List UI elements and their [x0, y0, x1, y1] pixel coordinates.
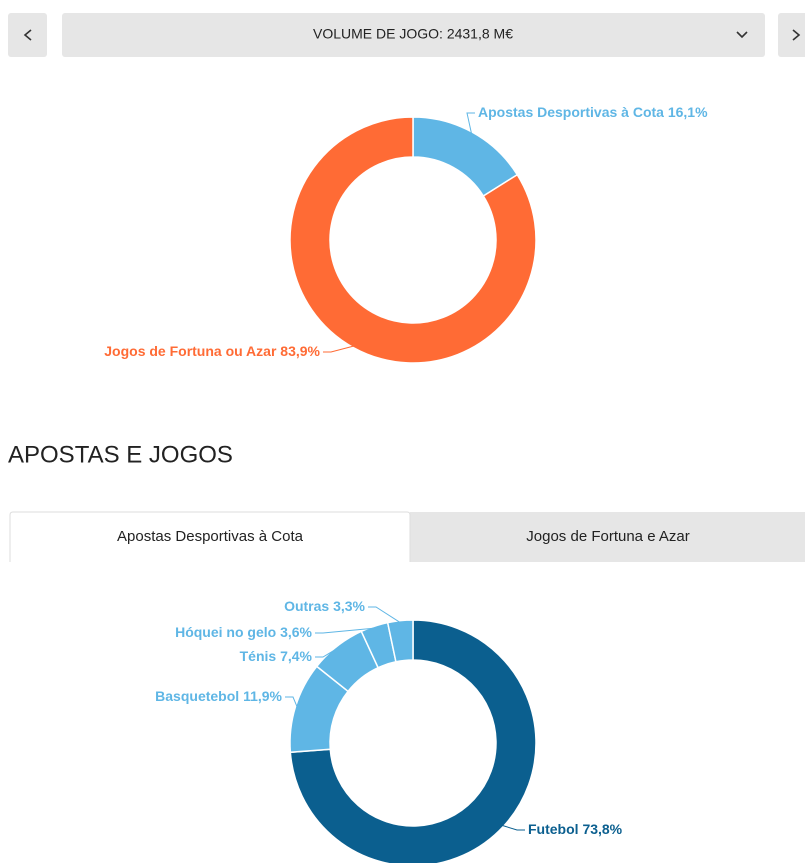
slice-name: Ténis: [240, 648, 277, 664]
slice-name: Hóquei no gelo: [175, 624, 276, 640]
tab-active[interactable]: [9, 511, 411, 562]
slice-value: 3,6%: [280, 624, 312, 640]
slice-name: Apostas Desportivas à Cota: [478, 104, 664, 120]
slice-value: 7,4%: [280, 648, 312, 664]
leader-line: [368, 606, 401, 624]
slice-value: 16,1%: [668, 104, 708, 120]
donut-slice: [289, 116, 537, 364]
slice-value: 83,9%: [280, 343, 320, 359]
dropdown-icon: [736, 31, 748, 39]
slice-label: Outras 3,3%: [284, 598, 365, 614]
tab-label: Jogos de Fortuna e Azar: [526, 528, 689, 545]
prev-icon: [23, 29, 32, 41]
slice-name: Basquetebol: [155, 688, 239, 704]
volume-dropdown[interactable]: [62, 13, 765, 57]
donut-slice: [386, 619, 414, 663]
slice-value: 73,8%: [582, 821, 622, 837]
leader-line: [501, 824, 525, 831]
slice-name: Futebol: [528, 821, 579, 837]
slice-label: Futebol 73,8%: [528, 821, 623, 837]
next-icon: [792, 29, 801, 41]
slice-label: Jogos de Fortuna ou Azar 83,9%: [104, 343, 320, 359]
next-button[interactable]: [778, 13, 805, 57]
leader-line: [323, 345, 355, 353]
leader-line: [315, 627, 375, 634]
slice-value: 11,9%: [243, 688, 282, 704]
section-title: APOSTAS E JOGOS: [8, 441, 233, 468]
slice-label: Basquetebol 11,9%: [155, 688, 282, 704]
slice-value: 3,3%: [333, 598, 365, 614]
slice-name: Jogos de Fortuna ou Azar: [104, 343, 277, 359]
prev-button[interactable]: [8, 13, 47, 57]
leader-line: [285, 696, 298, 708]
tab-label: Apostas Desportivas à Cota: [117, 528, 304, 545]
slice-label: Apostas Desportivas à Cota 16,1%: [478, 104, 708, 120]
slice-label: Hóquei no gelo 3,6%: [175, 624, 312, 640]
slice-name: Outras: [284, 598, 329, 614]
leader-line: [466, 112, 475, 135]
tab-inactive[interactable]: [410, 512, 805, 562]
donut-slice: [289, 619, 537, 863]
slice-label: Ténis 7,4%: [240, 648, 313, 664]
leader-line: [315, 647, 339, 658]
volume-label: VOLUME DE JOGO: 2431,8 M€: [313, 26, 513, 42]
